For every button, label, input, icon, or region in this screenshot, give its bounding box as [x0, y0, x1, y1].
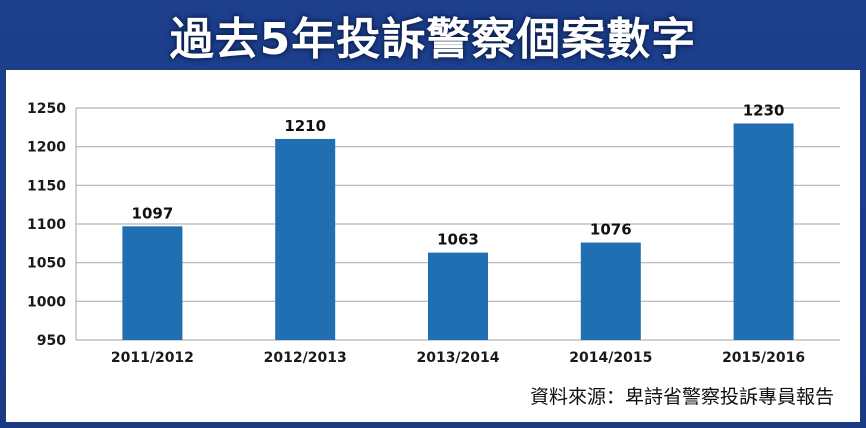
chart-title: 過去5年投訴警察個案數字: [169, 14, 697, 65]
bar-value-label: 1097: [132, 204, 174, 222]
bar-chart: 1097 1210 1063 1076 1230 950 1000 1050 1100 1150…: [27, 101, 840, 366]
x-tick-label: 2013/2014: [416, 350, 499, 366]
y-tick-label: 1200: [27, 140, 66, 156]
bar: [122, 226, 183, 340]
bar: [428, 252, 488, 340]
chart-panel: 1097 1210 1063 1076 1230 950 1000 1050 1100 1150…: [6, 70, 860, 422]
bar-value-label: 1063: [437, 231, 479, 249]
source-note: 資料來源：卑詩省警察投訴專員報告: [529, 386, 834, 408]
bar: [733, 123, 794, 340]
data-labels: 1097 1210 1063 1076 1230: [132, 101, 785, 248]
x-tick-label: 2015/2016: [722, 350, 805, 366]
x-axis-ticks: 2011/2012 2012/2013 2013/2014 2014/2015 2015…: [111, 350, 805, 366]
y-tick-label: 1000: [27, 294, 66, 310]
y-tick-label: 1150: [27, 178, 66, 194]
x-tick-label: 2011/2012: [111, 350, 194, 366]
bars: [122, 123, 794, 340]
y-tick-label: 1100: [27, 217, 66, 233]
bar-value-label: 1230: [743, 101, 785, 119]
y-axis-ticks: 950 1000 1050 1100 1150 1200 1250: [27, 101, 66, 349]
y-tick-label: 1050: [27, 256, 66, 272]
x-tick-label: 2014/2015: [569, 350, 652, 366]
bar-value-label: 1076: [590, 221, 632, 239]
y-tick-label: 1250: [27, 101, 66, 117]
bar: [580, 242, 641, 340]
x-tick-label: 2012/2013: [264, 350, 347, 366]
bar: [275, 138, 336, 340]
bar-value-label: 1210: [284, 117, 326, 135]
y-tick-label: 950: [37, 333, 66, 349]
